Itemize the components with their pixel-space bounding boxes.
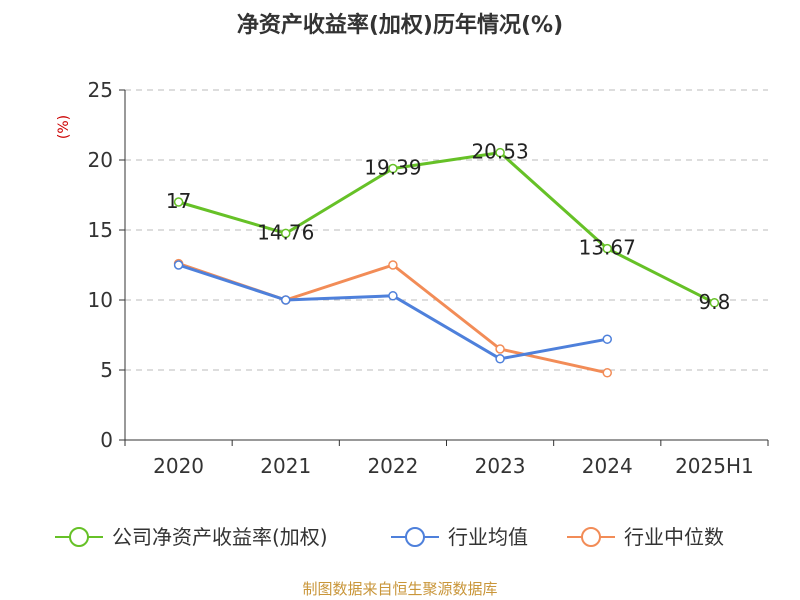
x-tick-label-2021: 2021 xyxy=(260,454,311,478)
series-point-1-3 xyxy=(495,354,505,364)
data-label-2: 19.39 xyxy=(364,156,421,180)
y-axis-unit-label: (%) xyxy=(56,115,72,139)
series-point-0-0 xyxy=(173,197,184,207)
x-tick-label-2022: 2022 xyxy=(367,454,418,478)
data-label-0: 17 xyxy=(166,189,191,213)
data-label-3: 20.53 xyxy=(471,140,528,164)
series-1 xyxy=(173,260,612,364)
legend-item-1: 行业均值 xyxy=(391,525,528,549)
series-point-2-4 xyxy=(602,368,612,378)
series-point-1-2 xyxy=(388,291,398,301)
legend-label-0: 公司净资产收益率(加权) xyxy=(112,525,328,549)
series-point-0-5 xyxy=(709,298,720,308)
data-labels: 17 14.76 19.39 20.53 13.67 9.8 xyxy=(166,140,730,314)
legend: 公司净资产收益率(加权) 行业均值 行业中位数 xyxy=(55,525,724,549)
data-label-1: 14.76 xyxy=(257,220,314,244)
legend-marker-0 xyxy=(69,527,89,547)
data-label-4: 13.67 xyxy=(579,236,636,260)
chart-title: 净资产收益率(加权)历年情况(%) xyxy=(237,12,563,38)
data-source-note: 制图数据来自恒生聚源数据库 xyxy=(302,580,497,598)
x-tick-label-2020: 2020 xyxy=(153,454,204,478)
series-layer xyxy=(173,147,720,378)
data-label-5: 9.8 xyxy=(699,290,731,314)
series-point-0-3 xyxy=(495,147,505,158)
series-line-0 xyxy=(178,151,716,305)
y-tick-label-25: 25 xyxy=(88,78,113,102)
y-tick-label-15: 15 xyxy=(88,218,113,242)
series-2 xyxy=(173,258,612,378)
series-point-0-4 xyxy=(602,243,612,254)
series-point-0-2 xyxy=(388,163,398,174)
y-tick-label-10: 10 xyxy=(88,288,113,312)
series-line-2 xyxy=(178,262,608,375)
legend-item-2: 行业中位数 xyxy=(567,525,724,549)
series-line-1 xyxy=(178,263,608,361)
x-tick-label-2023: 2023 xyxy=(475,454,526,478)
legend-label-2: 行业中位数 xyxy=(624,525,724,549)
series-point-1-4 xyxy=(602,334,612,344)
legend-marker-1 xyxy=(405,527,425,547)
legend-marker-2 xyxy=(581,527,601,547)
series-point-0-1 xyxy=(281,228,291,239)
series-0 xyxy=(173,147,720,308)
x-tick-label-2024: 2024 xyxy=(582,454,633,478)
series-point-1-1 xyxy=(281,295,291,305)
legend-label-1: 行业均值 xyxy=(448,525,528,549)
y-tick-label-5: 5 xyxy=(100,358,113,382)
legend-item-0: 公司净资产收益率(加权) xyxy=(55,525,328,549)
y-tick-label-0: 0 xyxy=(100,428,113,452)
series-point-2-3 xyxy=(495,344,505,354)
series-point-1-0 xyxy=(173,260,184,270)
axes: 0 5 10 15 20 25 2020 2021 2022 2023 2024 2025H1 xyxy=(88,78,769,478)
x-tick-label-2025H1: 2025H1 xyxy=(675,454,754,478)
y-tick-label-20: 20 xyxy=(88,148,113,172)
series-point-2-2 xyxy=(388,260,398,270)
